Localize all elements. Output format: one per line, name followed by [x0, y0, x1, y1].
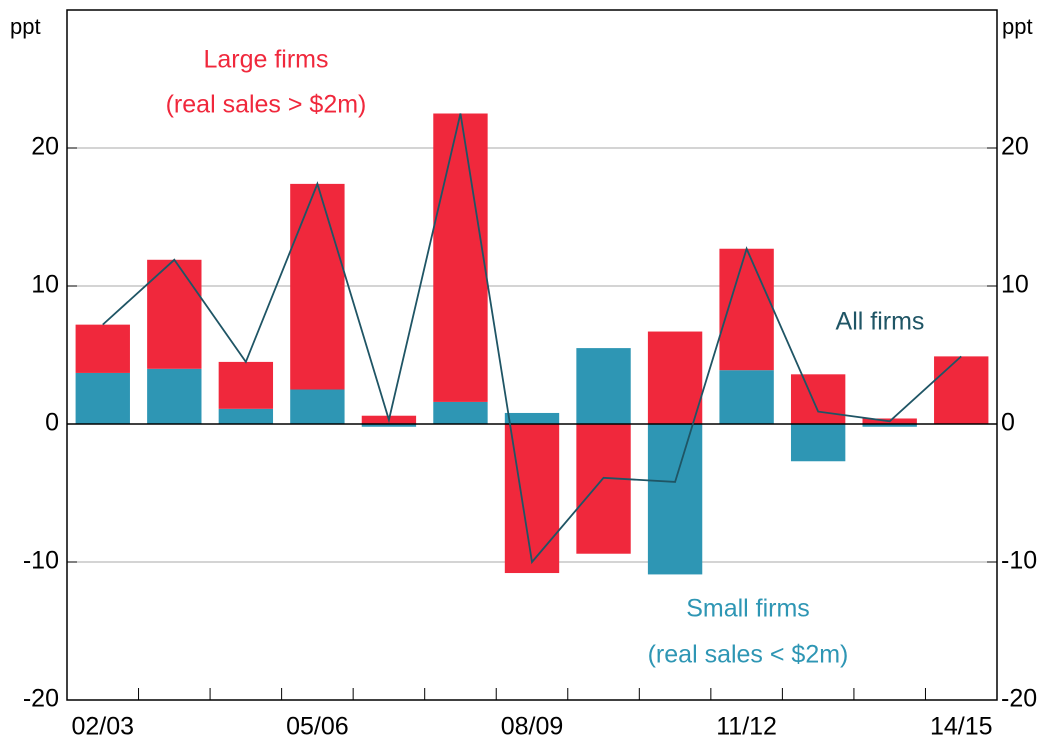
bar	[433, 113, 488, 402]
bar	[862, 424, 917, 427]
x-tick-label: 05/06	[286, 713, 349, 741]
bar	[290, 183, 345, 390]
line	[102, 113, 962, 565]
y2-tick-label: 10	[1001, 271, 1029, 299]
bar	[576, 424, 631, 554]
bar	[433, 401, 488, 424]
y2-tick-label: -20	[1001, 685, 1037, 713]
bar	[647, 331, 703, 424]
bar	[576, 348, 631, 424]
bar	[719, 370, 774, 424]
bar	[790, 374, 846, 424]
x-tick-label: 11/12	[716, 713, 777, 741]
bar	[147, 368, 202, 424]
y2-tick-label: 20	[1001, 133, 1029, 161]
bar	[75, 324, 130, 373]
bar	[790, 424, 846, 462]
y-tick-label: 20	[31, 133, 59, 161]
annotation: Large firms	[203, 46, 328, 74]
bar	[504, 412, 560, 424]
annotation: (real sales < $2m)	[648, 641, 849, 669]
y2-axis-label: ppt	[1002, 14, 1033, 39]
annotation: Small firms	[686, 595, 810, 623]
y-tick-label: -10	[23, 547, 59, 575]
y2-tick-label: -10	[1001, 547, 1037, 575]
y-axis-label: ppt	[10, 14, 41, 39]
annotation: (real sales > $2m)	[166, 91, 367, 119]
y-tick-label: 10	[31, 271, 59, 299]
bar	[147, 259, 202, 369]
y-tick-label: -20	[23, 685, 59, 713]
bar	[361, 424, 417, 427]
y-tick-label: 0	[45, 409, 59, 437]
bar	[218, 408, 274, 424]
bar	[75, 372, 130, 424]
bar	[934, 356, 989, 424]
annotation: All firms	[836, 308, 925, 336]
plot-frame	[66, 9, 998, 701]
bar	[218, 361, 274, 409]
bar	[647, 424, 703, 575]
bar	[290, 389, 345, 424]
x-tick-label: 08/09	[501, 713, 564, 741]
x-tick-label: 02/03	[71, 713, 134, 741]
x-tick-label: 14/15	[930, 713, 993, 741]
y2-tick-label: 0	[1001, 409, 1015, 437]
